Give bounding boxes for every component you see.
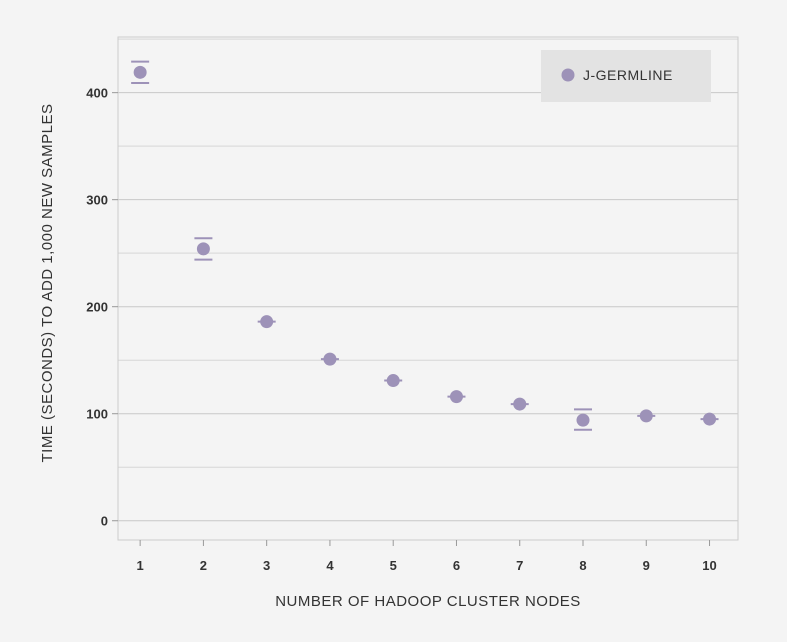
data-point (196, 242, 210, 256)
data-point-group (257, 315, 276, 329)
x-tick-label: 8 (579, 558, 586, 573)
x-tick-label: 5 (390, 558, 397, 573)
y-axis: 0 100 200 300 400 (86, 86, 118, 529)
data-points (131, 60, 719, 431)
data-point-group (447, 390, 466, 404)
data-point-group (384, 374, 403, 388)
data-point (703, 412, 717, 426)
x-axis: 1 2 3 4 5 6 7 8 9 10 (137, 540, 717, 573)
data-point (576, 413, 590, 427)
data-point (639, 409, 653, 423)
legend-marker-j-germline (561, 68, 575, 82)
data-point (449, 390, 463, 404)
plot-area-border (117, 36, 739, 541)
data-point-group (131, 60, 150, 85)
x-tick-label: 3 (263, 558, 270, 573)
y-tick-label: 100 (86, 407, 108, 422)
legend: J-GERMLINE (541, 50, 711, 102)
x-tick-label: 1 (137, 558, 144, 573)
data-point (513, 397, 527, 411)
data-point-group (194, 237, 213, 261)
data-point (386, 374, 400, 388)
data-point-group (574, 408, 592, 431)
x-tick-label: 10 (702, 558, 716, 573)
y-tick-label: 0 (101, 514, 108, 529)
x-axis-title: NUMBER OF HADOOP CLUSTER NODES (275, 593, 581, 610)
y-tick-label: 200 (86, 300, 108, 315)
data-point (133, 65, 147, 79)
legend-label-j-germline: J-GERMLINE (583, 67, 673, 83)
data-point (323, 352, 337, 366)
x-tick-label: 2 (200, 558, 207, 573)
y-tick-label: 400 (86, 86, 108, 101)
y-tick-label: 300 (86, 193, 108, 208)
data-point-group (320, 352, 339, 366)
data-point (260, 315, 274, 329)
x-tick-label: 6 (453, 558, 460, 573)
y-axis-title: TIME (SECONDS) TO ADD 1,000 NEW SAMPLES (39, 103, 56, 462)
data-point-group (637, 409, 656, 423)
data-point-group (510, 397, 529, 411)
x-tick-label: 9 (643, 558, 650, 573)
grid-lines (118, 38, 738, 522)
data-point-group (700, 412, 719, 426)
x-tick-label: 4 (326, 558, 334, 573)
x-tick-label: 7 (516, 558, 523, 573)
